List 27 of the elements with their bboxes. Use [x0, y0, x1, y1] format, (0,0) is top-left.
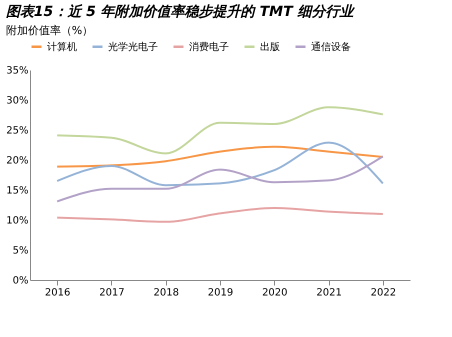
y-tick-label: 15%	[6, 186, 28, 196]
x-tick-label: 2020	[262, 288, 288, 298]
y-tick-label: 25%	[6, 126, 28, 136]
line-series	[56, 146, 384, 168]
chart-subtitle: 附加价值率（%）	[6, 24, 94, 37]
legend-label: 消费电子	[189, 40, 229, 53]
legend-label: 通信设备	[311, 40, 351, 53]
line-series	[56, 155, 384, 202]
y-tick-label: 35%	[6, 66, 28, 76]
line-series	[56, 142, 384, 186]
y-tick-label: 20%	[6, 156, 28, 166]
legend-label: 计算机	[47, 40, 77, 53]
x-tick-label: 2021	[316, 288, 342, 298]
x-tick-label: 2016	[44, 288, 70, 298]
chart-title: 图表15：近 5 年附加价值率稳步提升的 TMT 细分行业	[6, 3, 356, 20]
y-tick-label: 10%	[6, 216, 28, 226]
x-tick-label: 2019	[208, 288, 234, 298]
y-tick-label: 0%	[12, 276, 28, 286]
x-tick-label: 2018	[153, 288, 179, 298]
x-tick-label: 2017	[99, 288, 125, 298]
y-tick-label: 5%	[12, 246, 28, 256]
legend-label: 出版	[260, 40, 280, 53]
line-series	[56, 106, 384, 154]
y-tick-label: 30%	[6, 96, 28, 106]
legend-label: 光学光电子	[108, 40, 158, 53]
x-tick-label: 2022	[370, 288, 396, 298]
line-series	[56, 207, 384, 223]
